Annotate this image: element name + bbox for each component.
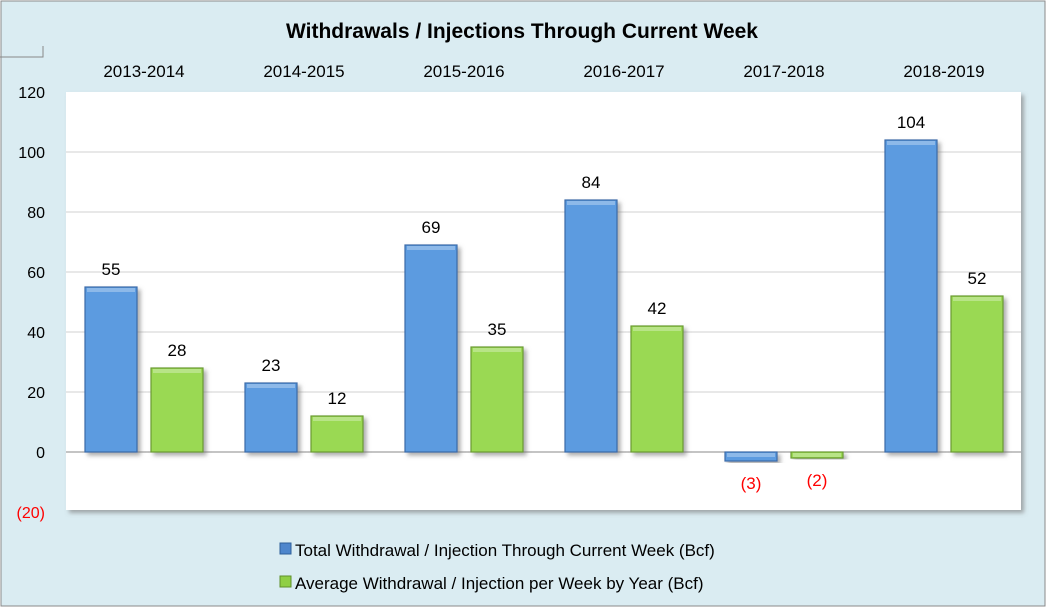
data-label: 23	[262, 356, 281, 375]
average-bar	[310, 415, 364, 453]
bar-bevel	[473, 348, 521, 352]
y-tick-label: (20)	[17, 505, 45, 522]
y-tick-label: 120	[18, 85, 45, 102]
legend-swatch-average	[279, 575, 292, 588]
bar-bevel	[153, 369, 201, 373]
legend: Total Withdrawal / Injection Through Cur…	[279, 541, 715, 593]
total-bar	[404, 244, 458, 453]
data-label: 12	[328, 389, 347, 408]
average-bar	[630, 325, 684, 453]
y-tick-label: 60	[27, 265, 45, 282]
average-bar	[470, 346, 524, 453]
bar-bevel	[313, 417, 361, 421]
y-tick-label: 20	[27, 385, 45, 402]
average-bar	[790, 451, 844, 459]
chart-title: Withdrawals / Injections Through Current…	[286, 20, 758, 43]
category-label: 2017-2018	[743, 62, 824, 81]
bar-bevel	[887, 141, 935, 145]
legend-swatch-total	[279, 542, 292, 555]
bar-bevel	[407, 246, 455, 250]
y-tick-label: 0	[36, 445, 45, 462]
average-bar	[150, 367, 204, 453]
bar-bevel	[247, 384, 295, 388]
data-label: 55	[102, 260, 121, 279]
total-bar	[84, 286, 138, 453]
data-label: (3)	[741, 474, 762, 493]
bar-bevel	[567, 201, 615, 205]
total-bar	[244, 382, 298, 453]
legend-label-average: Average Withdrawal / Injection per Week …	[295, 574, 704, 593]
data-label: 28	[168, 341, 187, 360]
category-label: 2016-2017	[583, 62, 664, 81]
data-label: 104	[897, 113, 925, 132]
plot-area	[66, 92, 1021, 510]
frame-fragment	[0, 46, 44, 58]
y-tick-label: 40	[27, 325, 45, 342]
total-bar	[724, 451, 778, 462]
legend-label-total: Total Withdrawal / Injection Through Cur…	[295, 541, 715, 560]
y-tick-label: 100	[18, 145, 45, 162]
total-bar	[564, 199, 618, 453]
total-bar	[884, 139, 938, 453]
data-label: (2)	[807, 471, 828, 490]
bar-bevel	[793, 453, 841, 457]
category-label: 2015-2016	[423, 62, 504, 81]
bar-bevel	[953, 297, 1001, 301]
data-label: 69	[422, 218, 441, 237]
data-label: 52	[968, 269, 987, 288]
category-label: 2018-2019	[903, 62, 984, 81]
data-label: 42	[648, 299, 667, 318]
data-label: 84	[582, 173, 601, 192]
bar-bevel	[727, 453, 775, 457]
average-bar	[950, 295, 1004, 453]
y-tick-label: 80	[27, 205, 45, 222]
category-label: 2013-2014	[103, 62, 184, 81]
category-label: 2014-2015	[263, 62, 344, 81]
data-label: 35	[488, 320, 507, 339]
bar-bevel	[633, 327, 681, 331]
bar-bevel	[87, 288, 135, 292]
